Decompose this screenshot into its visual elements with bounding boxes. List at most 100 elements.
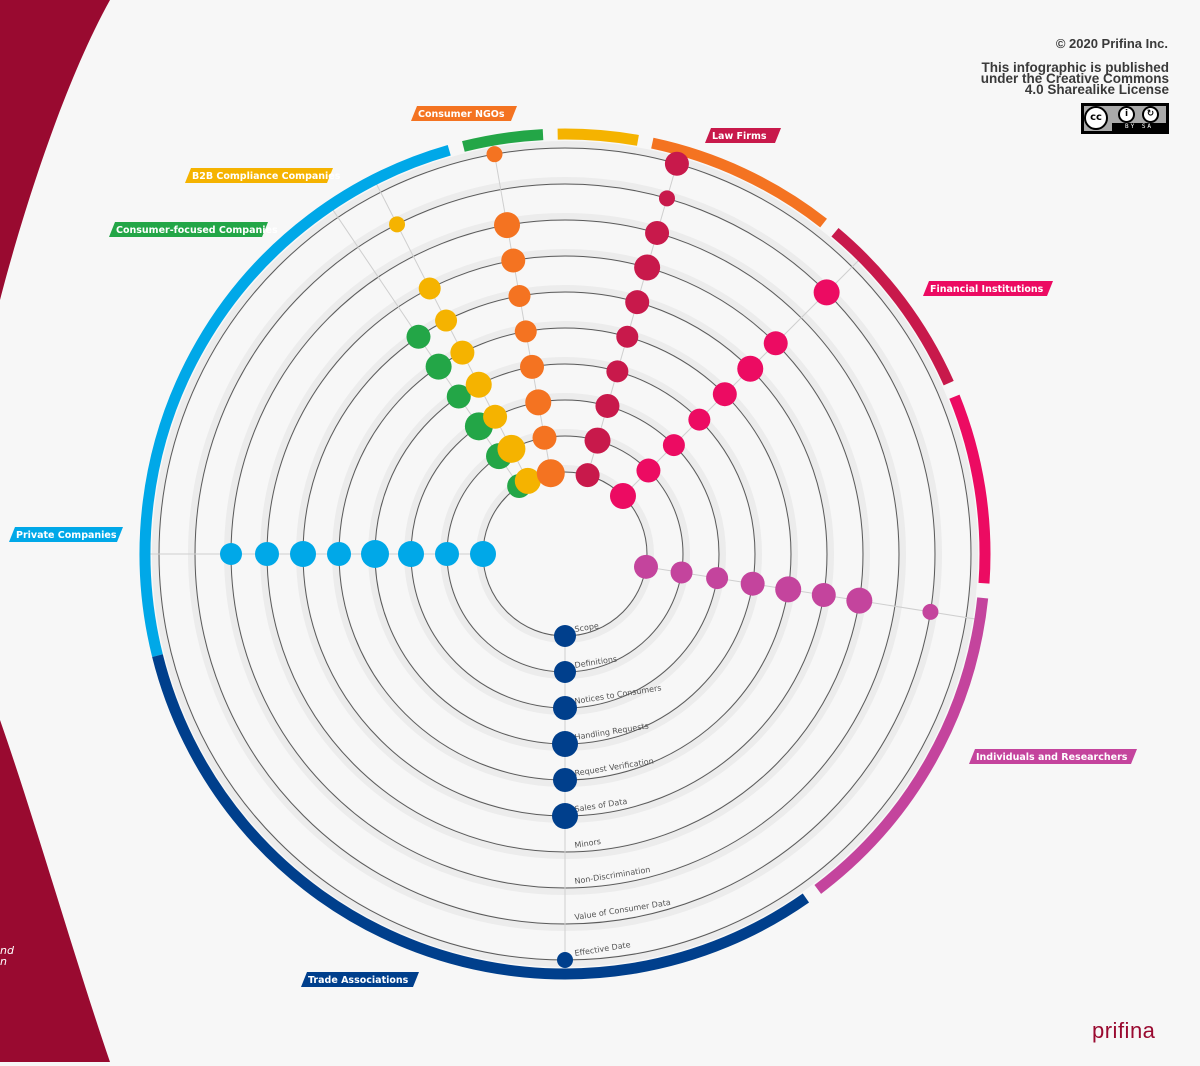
- license-line: under the Creative Commons: [980, 71, 1169, 86]
- dot-marker: [575, 463, 600, 488]
- category-label: B2B Compliance Companies: [192, 171, 341, 182]
- outer-arc-segment: [557, 128, 639, 146]
- dot-marker: [662, 434, 685, 457]
- dot-marker: [418, 277, 441, 300]
- dot-marker: [327, 542, 351, 566]
- category-tag: [969, 749, 1137, 764]
- dot-marker: [525, 389, 552, 416]
- cc-by-sa-badge[interactable]: cc i ↻ BY SA: [1081, 103, 1169, 134]
- dot-marker: [584, 427, 611, 454]
- left-lower-band: [0, 720, 110, 1062]
- dot-marker: [532, 425, 557, 450]
- dot-marker: [483, 404, 508, 429]
- category-tag: [923, 281, 1053, 296]
- dot-marker: [813, 279, 840, 306]
- category-tag: [109, 222, 268, 237]
- dot-marker: [706, 567, 729, 590]
- license-line: This infographic is published: [981, 60, 1169, 75]
- dot-marker: [846, 587, 873, 614]
- dot-marker: [435, 309, 458, 332]
- dot-marker: [633, 554, 658, 579]
- dot-marker: [658, 190, 675, 207]
- dot-marker: [361, 540, 389, 568]
- dot-marker: [737, 355, 764, 382]
- dot-marker: [712, 382, 737, 407]
- outer-arc-segment: [831, 228, 954, 386]
- copyright-text: © 2020 Prifina Inc.: [1055, 36, 1168, 51]
- dot-marker: [609, 483, 636, 510]
- dot-marker: [553, 696, 577, 720]
- category-tag: [301, 972, 419, 987]
- outer-arc-segment: [651, 137, 827, 228]
- dot-marker: [557, 952, 573, 968]
- outer-arc-segment: [152, 654, 810, 980]
- attribution-icon: i: [1118, 106, 1135, 123]
- dot-marker: [514, 320, 537, 343]
- prifina-logo: prifina: [1092, 1018, 1156, 1043]
- dot-marker: [514, 467, 541, 494]
- outer-arc-segment: [139, 144, 451, 657]
- badge-sa-label: SA: [1141, 123, 1154, 130]
- dot-marker: [554, 661, 576, 683]
- dot-marker: [740, 571, 765, 596]
- dot-marker: [636, 458, 661, 483]
- sharealike-icon: ↻: [1142, 106, 1159, 123]
- dot-marker: [508, 284, 531, 307]
- dot-marker: [922, 603, 939, 620]
- dot-marker: [811, 582, 836, 607]
- category-tag: [9, 527, 123, 542]
- category-label: Consumer NGOs: [418, 109, 505, 120]
- dot-marker: [450, 340, 475, 365]
- dot-marker: [255, 542, 279, 566]
- outer-arc-segment: [462, 129, 544, 152]
- dot-marker: [501, 248, 526, 273]
- ring-label: Scope: [574, 621, 600, 634]
- dot-marker: [398, 541, 424, 567]
- badge-by-label: BY: [1124, 123, 1137, 130]
- cc-icon: cc: [1084, 106, 1108, 130]
- dot-marker: [470, 541, 496, 567]
- dot-marker: [220, 543, 242, 565]
- outer-arc-segment: [814, 597, 989, 894]
- dot-marker: [775, 576, 802, 603]
- dot-marker: [553, 768, 577, 792]
- license-text: This infographic is published under the …: [980, 60, 1169, 97]
- category-label: Private Companies: [16, 530, 117, 541]
- ring-label: Minors: [574, 837, 602, 850]
- dot-marker: [446, 384, 471, 409]
- category-tag: [705, 128, 781, 143]
- category-label: Individuals and Researchers: [976, 752, 1128, 763]
- dot-marker: [552, 803, 578, 829]
- dot-marker: [389, 216, 406, 233]
- dot-marker: [536, 459, 565, 488]
- dot-marker: [406, 324, 431, 349]
- category-label: Law Firms: [712, 131, 767, 142]
- dot-marker: [670, 561, 693, 584]
- dot-marker: [435, 542, 459, 566]
- left-note-line: nd: [0, 944, 14, 957]
- dot-marker: [595, 393, 620, 418]
- dot-marker: [425, 353, 452, 380]
- dot-marker: [688, 408, 711, 431]
- badge-strip: BY SA: [1112, 123, 1166, 131]
- dot-marker: [552, 731, 578, 757]
- category-label: Trade Associations: [308, 975, 409, 986]
- left-side-note: nd n: [0, 945, 14, 967]
- category-tag: [411, 106, 517, 121]
- dot-marker: [494, 212, 521, 239]
- category-label: Financial Institutions: [930, 284, 1044, 295]
- dot-marker: [645, 220, 670, 245]
- dot-marker: [634, 254, 661, 281]
- category-label: Consumer-focused Companies: [116, 225, 278, 236]
- dot-marker: [616, 325, 639, 348]
- license-line: 4.0 Sharealike License: [1024, 82, 1169, 97]
- dot-marker: [465, 371, 492, 398]
- category-tag: [185, 168, 333, 183]
- dot-marker: [486, 146, 503, 163]
- dot-marker: [520, 354, 545, 379]
- dot-marker: [554, 625, 576, 647]
- dot-marker: [625, 290, 650, 315]
- dot-marker: [290, 541, 316, 567]
